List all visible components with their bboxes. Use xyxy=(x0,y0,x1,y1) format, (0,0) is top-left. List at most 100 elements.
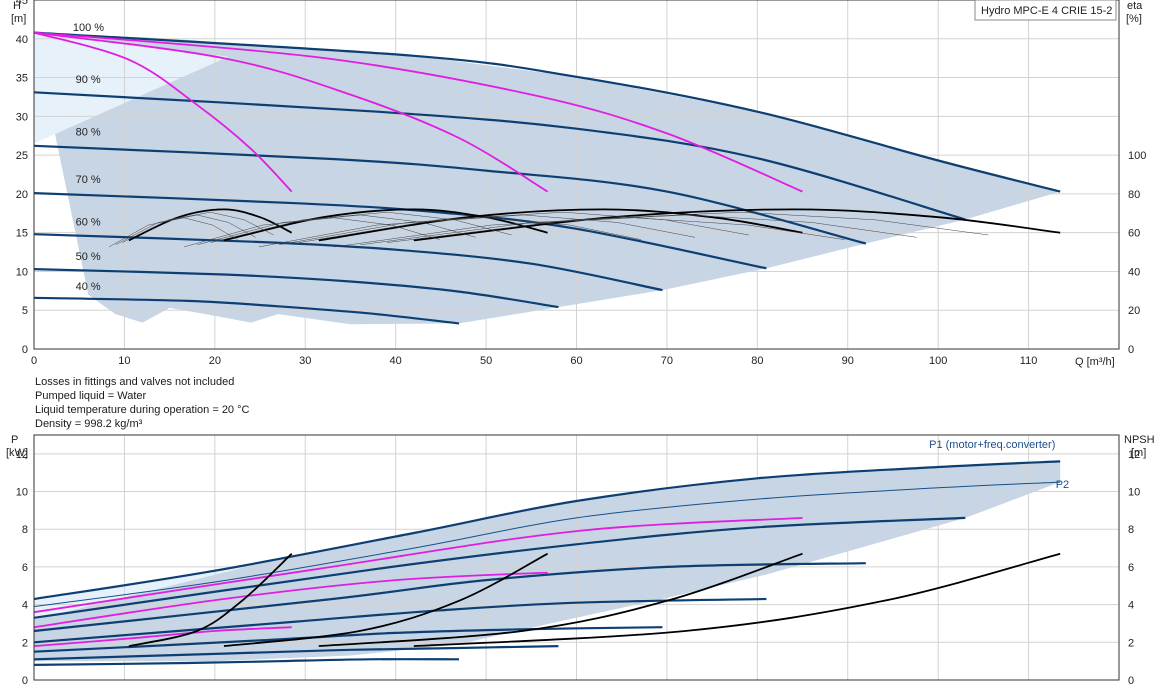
eta-axis-unit: [%] xyxy=(1126,13,1142,25)
power-panel: 0 2 4 6 8 10 12 0 2 4 6 8 10 12 P1 (motor+freq.conver… xyxy=(6,434,1155,687)
eta-helper-curve xyxy=(387,211,989,243)
y2-tick-label: 40 xyxy=(1128,266,1140,278)
y-tick-label: 10 xyxy=(16,266,28,278)
flow-axis-label: Q [m³/h] xyxy=(1075,356,1115,368)
curve-npsh-1-pump xyxy=(128,553,293,647)
eta-helper-curve xyxy=(122,211,274,243)
curve-p1-4-pumps-100- xyxy=(33,460,1061,601)
y-tick-label: 40 xyxy=(16,34,28,46)
x-tick-label: 10 xyxy=(118,355,130,367)
y2-tick-label: 2 xyxy=(1128,637,1134,649)
curve-4-pumps-50- xyxy=(33,268,559,309)
y-tick-label: 10 xyxy=(16,487,28,499)
y-tick-label: 15 xyxy=(16,228,28,240)
note-losses: Losses in fittings and valves not includ… xyxy=(35,376,235,388)
curve-p2-4-pumps-100- xyxy=(33,481,1061,607)
eta-helper-curve xyxy=(183,217,440,248)
curve-4-pumps-100- xyxy=(33,31,1061,193)
eta-helper-curve xyxy=(108,217,238,248)
title-box xyxy=(974,0,1117,21)
eta-helper-curve xyxy=(210,211,512,243)
x-tick-label: 60 xyxy=(570,355,582,367)
curve-p1-4-pumps-40- xyxy=(33,658,460,666)
y-tick-label: 45 xyxy=(16,0,28,7)
power-axis-label: P xyxy=(11,434,18,446)
note-temperature: Liquid temperature during operation = 20… xyxy=(35,404,250,416)
eta-helper-curve xyxy=(197,214,476,246)
x-tick-label: 110 xyxy=(1020,355,1038,367)
curve-eta-1-pump xyxy=(128,208,293,242)
curve-npsh-4-pumps xyxy=(413,552,1061,647)
head-axis-label: H xyxy=(13,0,21,12)
operating-range-region xyxy=(34,461,1061,662)
y-tick-label: 12 xyxy=(16,449,28,461)
speed-label: 50 % xyxy=(76,251,101,263)
eta-helper-curve xyxy=(278,214,695,246)
speed-label: 60 % xyxy=(76,217,101,229)
speed-label: 100 % xyxy=(73,22,104,34)
curve-4-pumps-80- xyxy=(33,144,867,245)
y-tick-label: 20 xyxy=(16,189,28,201)
x-tick-label: 70 xyxy=(661,355,673,367)
x-tick-label: 50 xyxy=(480,355,492,367)
y-tick-label: 35 xyxy=(16,73,28,85)
chart-title: Hydro MPC-E 4 CRIE 15-2 xyxy=(981,5,1112,17)
eta-helper-curve xyxy=(258,217,642,248)
curve-4-pumps-40- xyxy=(33,296,460,325)
curve-npsh-3-pumps xyxy=(318,552,803,647)
x-tick-label: 80 xyxy=(751,355,763,367)
y2-tick-label: 4 xyxy=(1128,600,1134,612)
y2-tick-label: 20 xyxy=(1128,305,1140,317)
y-tick-label: 2 xyxy=(22,637,28,649)
speed-label: 90 % xyxy=(76,74,101,86)
operating-range-region xyxy=(34,32,1061,325)
curve-p1-2-pumps-100- xyxy=(33,571,548,629)
eta-helper-curve xyxy=(333,217,845,248)
x-tick-label: 0 xyxy=(31,355,37,367)
curve-eta-2-pumps xyxy=(223,208,548,242)
y2-tick-label: 0 xyxy=(1128,675,1134,687)
note-density: Density = 998.2 kg/m³ xyxy=(35,418,143,430)
curve-npsh-2-pumps xyxy=(223,552,549,647)
y2-tick-label: 60 xyxy=(1128,228,1140,240)
y2-tick-label: 6 xyxy=(1128,562,1134,574)
x-tick-label: 30 xyxy=(299,355,311,367)
y2-tick-label: 10 xyxy=(1128,487,1140,499)
y2-tick-label: 12 xyxy=(1128,449,1140,461)
curve-eta-4-pumps xyxy=(413,208,1061,242)
y-tick-label: 6 xyxy=(22,562,28,574)
eta-axis-label: eta xyxy=(1127,0,1143,12)
curve-p1-4-pumps-90- xyxy=(33,516,966,619)
single-pump-range-region xyxy=(34,555,292,620)
single-pump-range-region xyxy=(34,32,229,144)
npsh-axis-label: NPSH xyxy=(1124,434,1155,446)
y-tick-label: 30 xyxy=(16,111,28,123)
x-tick-label: 90 xyxy=(842,355,854,367)
y-tick-label: 25 xyxy=(16,150,28,162)
speed-label: 70 % xyxy=(76,174,101,186)
head-axis-unit: [m] xyxy=(11,13,26,25)
y-tick-label: 5 xyxy=(22,305,28,317)
curve-3-pumps-100- xyxy=(33,31,803,193)
y2-tick-label: 0 xyxy=(1128,344,1134,356)
x-tick-label: 100 xyxy=(929,355,947,367)
x-tick-label: 20 xyxy=(209,355,221,367)
curve-p1-4-pumps-50- xyxy=(33,645,559,661)
x-tick-label: 40 xyxy=(390,355,402,367)
curve-p1-1-pump-100- xyxy=(33,626,292,647)
curve-p1-4-pumps-60- xyxy=(33,626,663,653)
note-liquid: Pumped liquid = Water xyxy=(35,390,147,402)
curve-1-pump-100- xyxy=(33,31,293,193)
y-tick-label: 0 xyxy=(22,675,28,687)
y-tick-label: 8 xyxy=(22,524,28,536)
series-annotation: P1 (motor+freq.converter) xyxy=(929,439,1055,451)
speed-label: 40 % xyxy=(76,281,101,293)
plot-frame xyxy=(33,0,1120,350)
eta-helper-curve xyxy=(298,211,749,243)
npsh-axis-unit: [m] xyxy=(1131,447,1146,459)
curve-4-pumps-70- xyxy=(33,192,767,270)
y2-tick-label: 8 xyxy=(1128,524,1134,536)
eta-helper-curve xyxy=(115,214,256,245)
speed-label: 80 % xyxy=(76,127,101,139)
curve-2-pumps-100- xyxy=(33,31,549,193)
